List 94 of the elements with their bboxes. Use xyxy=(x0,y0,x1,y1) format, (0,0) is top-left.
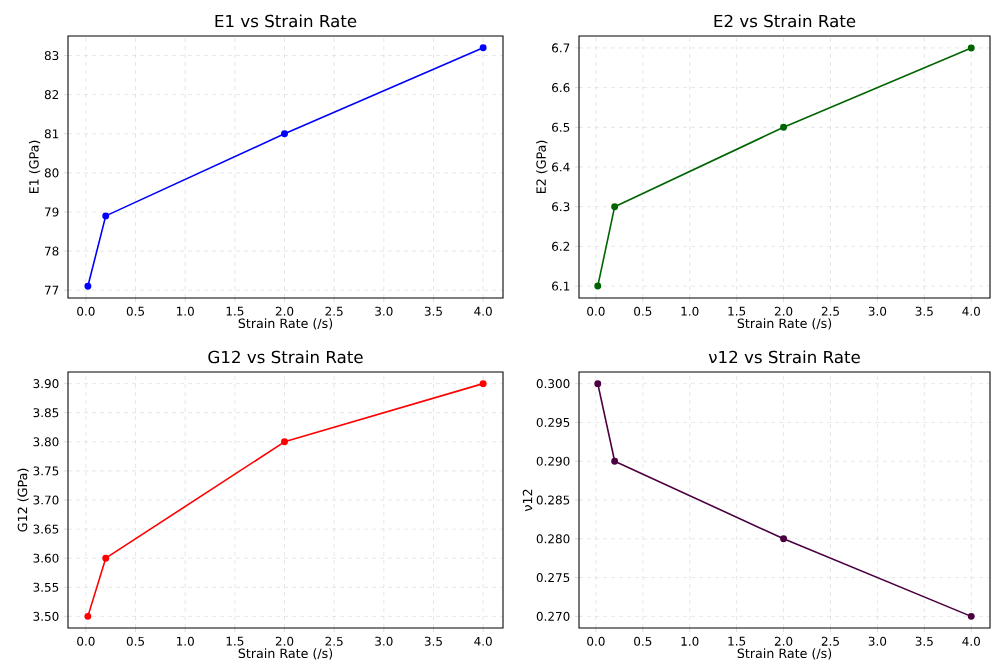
point xyxy=(84,612,92,620)
y-tick-label: 3.80 xyxy=(33,437,59,447)
x-axis-title: Strain Rate (/s) xyxy=(238,318,333,330)
x-tick-label: 0.0 xyxy=(77,306,95,316)
chart-title: G12 vs Strain Rate xyxy=(208,350,363,364)
y-tick-label: 0.280 xyxy=(536,534,570,544)
point xyxy=(611,203,619,211)
x-tick-label: 2.5 xyxy=(821,306,839,316)
y-tick-label: 0.285 xyxy=(536,495,570,505)
y-tick-label: 81 xyxy=(44,129,59,139)
x-axis-title: Strain Rate (/s) xyxy=(238,648,333,660)
x-tick-label: 0.0 xyxy=(77,636,95,646)
x-axis-title: Strain Rate (/s) xyxy=(737,318,832,330)
y-axis-title: E2 (GPa) xyxy=(536,140,548,194)
y-tick-label: 0.300 xyxy=(536,379,570,389)
x-tick-label: 2.0 xyxy=(275,636,294,646)
x-tick-label: 1.0 xyxy=(176,636,194,646)
point xyxy=(967,612,975,620)
y-tick-label: 6.3 xyxy=(552,202,570,212)
y-tick-label: 0.270 xyxy=(536,611,570,621)
y-tick-label: 78 xyxy=(45,246,59,256)
y-tick-label: 3.90 xyxy=(33,379,59,389)
x-tick-label: 0.0 xyxy=(587,636,605,646)
x-tick-label: 0.5 xyxy=(126,636,145,646)
x-tick-label: 1.0 xyxy=(176,306,194,316)
y-tick-label: 83 xyxy=(44,51,59,61)
y-tick-label: 0.275 xyxy=(536,573,570,583)
point xyxy=(102,554,110,562)
x-tick-label: 1.5 xyxy=(728,306,746,316)
point xyxy=(281,438,288,446)
x-tick-label: 3.0 xyxy=(868,636,887,646)
x-tick-label: 0.5 xyxy=(126,306,145,316)
x-axis-title: Strain Rate (/s) xyxy=(737,648,832,660)
x-tick-label: 4.0 xyxy=(962,636,980,646)
point xyxy=(780,123,788,131)
point xyxy=(281,130,288,138)
x-tick-label: 2.5 xyxy=(325,636,343,646)
point xyxy=(479,44,487,52)
x-tick-label: 0.5 xyxy=(634,636,652,646)
x-tick-label: 3.0 xyxy=(868,306,887,316)
chart-title: ν12 vs Strain Rate xyxy=(708,350,860,364)
y-tick-label: 3.50 xyxy=(33,611,59,621)
y-tick-label: 79 xyxy=(45,207,59,217)
chart-title: E1 vs Strain Rate xyxy=(215,14,357,28)
y-tick-label: 82 xyxy=(44,90,59,100)
point xyxy=(967,44,975,52)
y-tick-label: 6.2 xyxy=(552,241,570,251)
x-tick-label: 0.0 xyxy=(587,306,605,316)
x-tick-label: 2.0 xyxy=(275,306,294,316)
y-axis-title: G12 (GPa) xyxy=(17,468,29,532)
x-tick-label: 2.0 xyxy=(774,306,793,316)
x-tick-label: 2.5 xyxy=(821,636,839,646)
point xyxy=(102,212,110,220)
y-axis-title: E1 (GPa) xyxy=(28,140,41,194)
y-tick-label: 6.6 xyxy=(552,83,570,93)
y-tick-label: 6.5 xyxy=(552,122,570,132)
y-tick-label: 77 xyxy=(45,285,59,295)
x-tick-label: 3.5 xyxy=(424,306,442,316)
y-tick-label: 3.85 xyxy=(33,408,59,418)
y-tick-label: 0.295 xyxy=(536,417,570,427)
x-tick-label: 4.0 xyxy=(962,306,980,316)
point xyxy=(611,457,619,465)
x-tick-label: 4.0 xyxy=(474,636,492,646)
point xyxy=(780,535,788,543)
point xyxy=(479,380,487,388)
x-tick-label: 3.0 xyxy=(375,306,393,316)
y-tick-label: 3.65 xyxy=(33,524,59,534)
y-axis-title: ν12 xyxy=(522,489,533,512)
x-tick-label: 0.5 xyxy=(634,306,652,316)
point xyxy=(594,380,602,388)
x-tick-label: 1.0 xyxy=(681,306,699,316)
x-tick-label: 2.0 xyxy=(774,636,793,646)
x-tick-label: 1.5 xyxy=(226,636,244,646)
chart-title: E2 vs Strain Rate xyxy=(714,14,856,28)
x-tick-label: 3.5 xyxy=(915,306,933,316)
point xyxy=(594,282,602,290)
x-tick-label: 1.5 xyxy=(728,636,746,646)
y-tick-label: 6.4 xyxy=(552,162,570,172)
x-tick-label: 3.0 xyxy=(375,636,393,646)
x-tick-label: 1.0 xyxy=(681,636,699,646)
x-tick-label: 3.5 xyxy=(424,636,442,646)
y-tick-label: 3.60 xyxy=(33,553,59,563)
point xyxy=(84,282,92,290)
x-tick-label: 1.5 xyxy=(226,306,244,316)
y-tick-label: 3.55 xyxy=(33,582,59,592)
y-tick-label: 6.1 xyxy=(552,281,570,291)
y-tick-label: 3.70 xyxy=(33,495,59,505)
y-tick-label: 6.7 xyxy=(552,43,570,53)
y-tick-label: 3.75 xyxy=(33,466,59,476)
x-tick-label: 2.5 xyxy=(325,306,343,316)
x-tick-label: 3.5 xyxy=(915,636,933,646)
y-tick-label: 0.290 xyxy=(536,456,570,466)
x-tick-label: 4.0 xyxy=(474,306,492,316)
y-tick-label: 80 xyxy=(44,168,59,178)
